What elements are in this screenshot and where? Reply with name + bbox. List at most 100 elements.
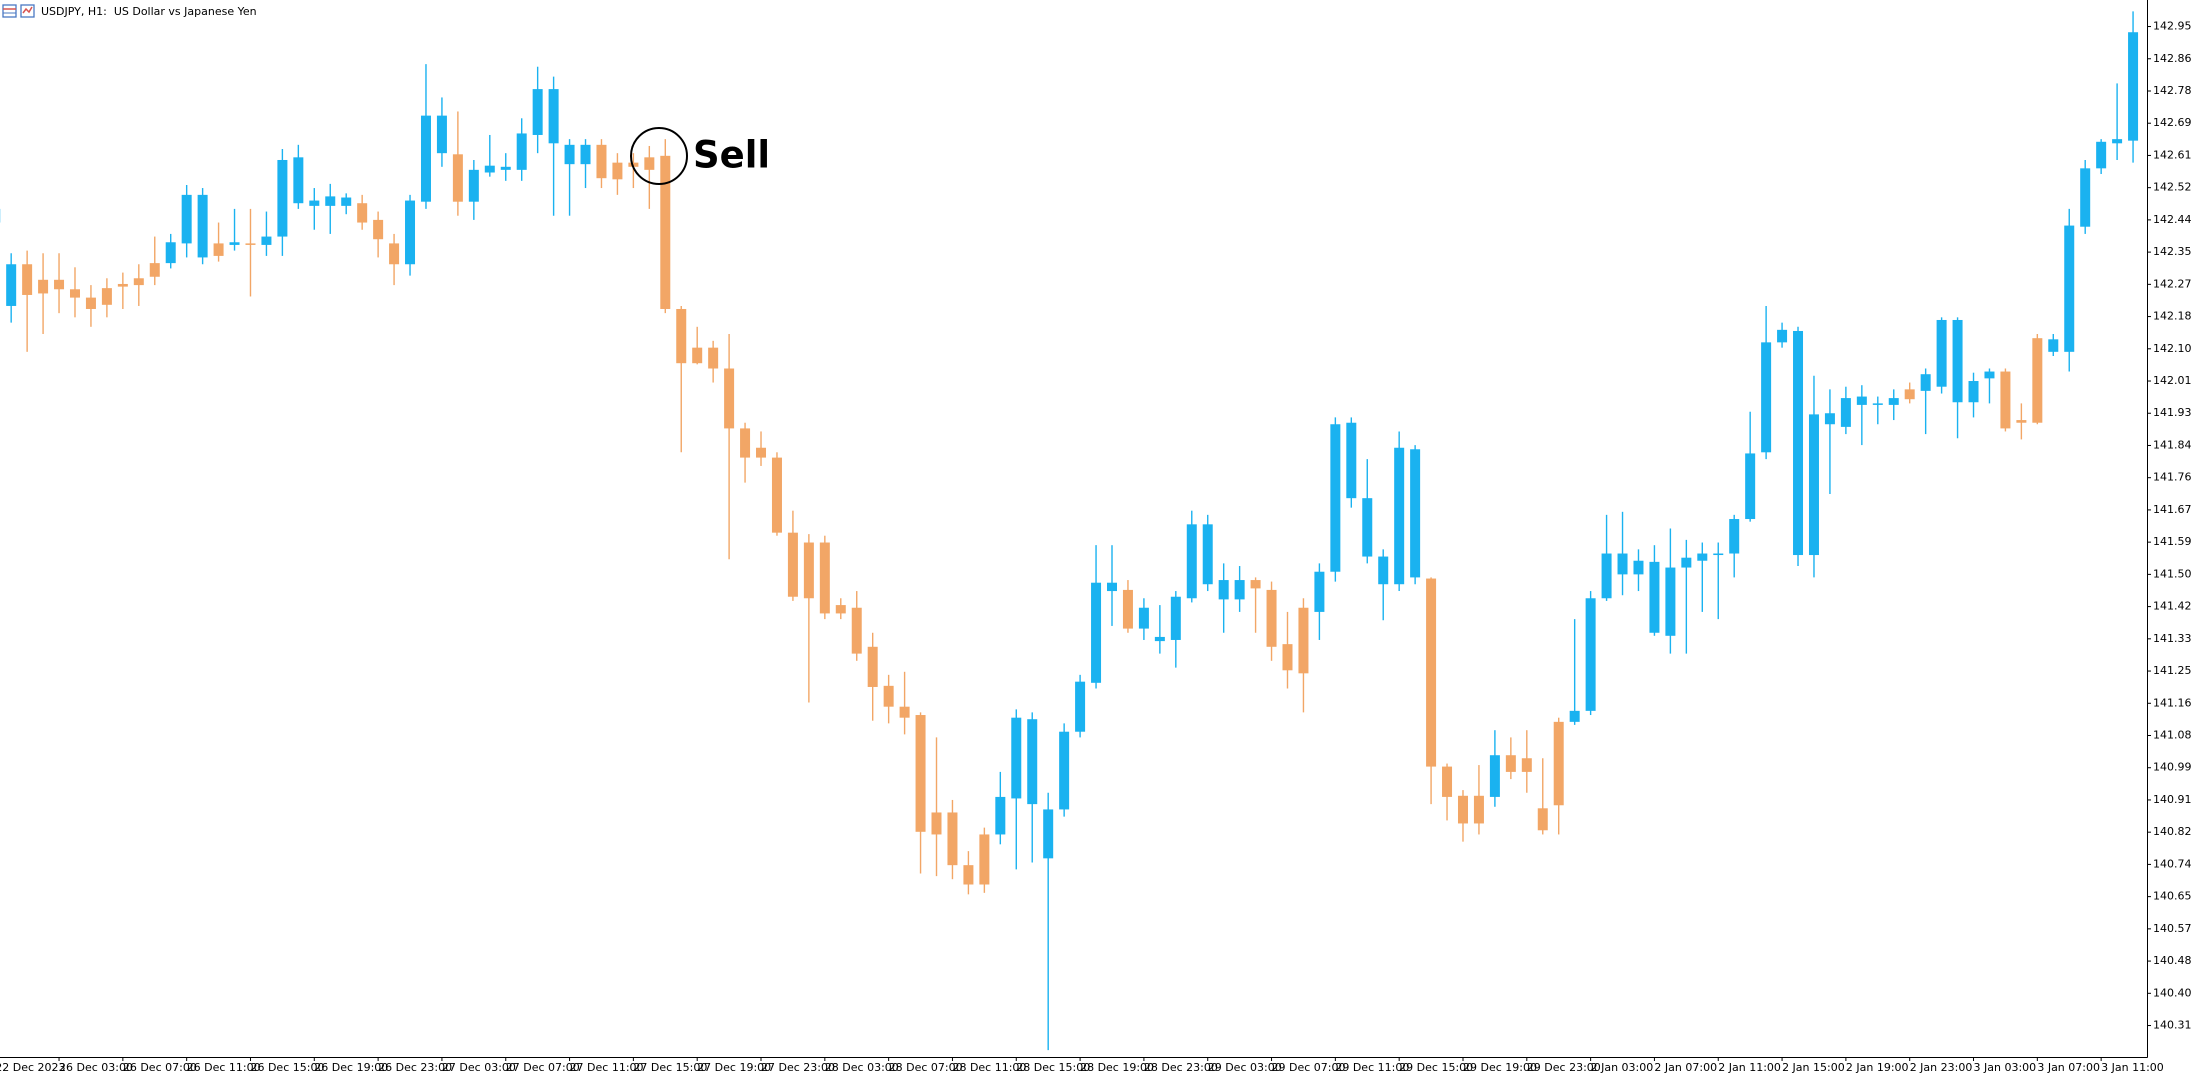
x-tick-label: 26 Dec 07:00 bbox=[123, 1061, 197, 1074]
candle-body bbox=[484, 165, 495, 173]
candle-body bbox=[1330, 424, 1341, 572]
candle-body bbox=[1314, 571, 1325, 612]
candle-body bbox=[1968, 381, 1979, 403]
y-tick-label: 142.865 bbox=[2153, 52, 2191, 65]
candle-body bbox=[1617, 553, 1628, 575]
candle-body bbox=[1457, 795, 1468, 824]
candle-body bbox=[1075, 681, 1086, 732]
candle-body bbox=[1936, 319, 1947, 387]
x-tick-label: 2 Jan 03:00 bbox=[1591, 1061, 1654, 1074]
candle-body bbox=[1122, 589, 1133, 629]
candle-body bbox=[1904, 389, 1915, 400]
candle-body bbox=[309, 200, 320, 206]
candle-body bbox=[1186, 524, 1197, 599]
candle-body bbox=[1856, 396, 1867, 405]
candle-body bbox=[117, 283, 128, 287]
candle-body bbox=[1761, 342, 1772, 453]
candle-body bbox=[468, 169, 479, 202]
y-tick-label: 140.910 bbox=[2153, 793, 2191, 806]
candle-body bbox=[389, 243, 400, 265]
plot-area bbox=[0, 11, 2139, 1051]
candle-body bbox=[1553, 721, 1564, 806]
candle-body bbox=[1585, 598, 1596, 711]
y-tick-label: 141.420 bbox=[2153, 600, 2191, 613]
x-tick-label: 29 Dec 11:00 bbox=[1335, 1061, 1409, 1074]
candle-body bbox=[1697, 553, 1708, 561]
candle-body bbox=[1808, 414, 1819, 556]
x-tick-label: 27 Dec 15:00 bbox=[633, 1061, 707, 1074]
candle-body bbox=[133, 278, 144, 286]
x-tick-label: 28 Dec 11:00 bbox=[952, 1061, 1026, 1074]
candle-body bbox=[2096, 141, 2107, 169]
candle-body bbox=[325, 196, 336, 206]
candle-body bbox=[2080, 168, 2091, 227]
candle-body bbox=[979, 834, 990, 885]
candle-body bbox=[931, 812, 942, 835]
sell-annotation: Sell bbox=[693, 134, 770, 177]
candle-body bbox=[1346, 422, 1357, 499]
y-tick-label: 140.740 bbox=[2153, 857, 2191, 870]
candle-body bbox=[1170, 596, 1181, 640]
candle-body bbox=[1282, 644, 1293, 671]
candle-body bbox=[1872, 403, 1883, 405]
x-tick-label: 26 Dec 11:00 bbox=[187, 1061, 261, 1074]
candle-body bbox=[612, 162, 623, 180]
candle-body bbox=[1984, 371, 1995, 379]
y-tick-label: 141.590 bbox=[2153, 535, 2191, 548]
candle-body bbox=[436, 115, 447, 154]
candle-body bbox=[341, 197, 352, 206]
candle-body bbox=[1633, 560, 1644, 575]
candle-body bbox=[1793, 330, 1804, 556]
x-tick-label: 3 Jan 03:00 bbox=[1974, 1061, 2037, 1074]
candle-body bbox=[1234, 580, 1245, 600]
candle-body bbox=[2016, 420, 2027, 423]
candle-body bbox=[1729, 519, 1740, 554]
x-tick-label: 2 Jan 23:00 bbox=[1910, 1061, 1973, 1074]
candle-body bbox=[2112, 139, 2123, 144]
y-tick-label: 141.845 bbox=[2153, 438, 2191, 451]
candle-body bbox=[963, 865, 974, 885]
candle-body bbox=[1681, 557, 1692, 568]
candle-body bbox=[420, 115, 431, 202]
candle-body bbox=[883, 685, 894, 707]
candle-body bbox=[1378, 556, 1389, 585]
candle-body bbox=[740, 428, 751, 458]
x-tick-label: 28 Dec 03:00 bbox=[825, 1061, 899, 1074]
y-tick-label: 142.950 bbox=[2153, 20, 2191, 33]
candle-body bbox=[787, 532, 798, 597]
y-tick-label: 142.270 bbox=[2153, 277, 2191, 290]
y-tick-label: 140.315 bbox=[2153, 1019, 2191, 1032]
candle-body bbox=[1745, 453, 1756, 520]
x-tick-label: 29 Dec 03:00 bbox=[1208, 1061, 1282, 1074]
candle-body bbox=[1043, 809, 1054, 859]
y-tick-label: 142.780 bbox=[2153, 84, 2191, 97]
candle-body bbox=[1202, 524, 1213, 585]
candle-body bbox=[2128, 32, 2139, 141]
x-tick-label: 3 Jan 11:00 bbox=[2101, 1061, 2164, 1074]
candle-body bbox=[1537, 808, 1548, 831]
window-icons bbox=[2, 4, 35, 18]
x-tick-label: 26 Dec 23:00 bbox=[378, 1061, 452, 1074]
candle-body bbox=[1059, 731, 1070, 810]
y-tick-label: 141.250 bbox=[2153, 664, 2191, 677]
candle-body bbox=[947, 812, 958, 866]
candle-body bbox=[2032, 338, 2043, 423]
candle-body bbox=[452, 154, 463, 202]
x-tick-label: 29 Dec 19:00 bbox=[1463, 1061, 1537, 1074]
candle-body bbox=[500, 166, 511, 170]
candle-body bbox=[644, 157, 655, 170]
x-tick-label: 26 Dec 19:00 bbox=[314, 1061, 388, 1074]
candle-body bbox=[532, 89, 543, 135]
y-tick-label: 140.995 bbox=[2153, 761, 2191, 774]
candle-body bbox=[1362, 498, 1373, 557]
candle-body bbox=[373, 219, 384, 240]
candle-body bbox=[69, 289, 80, 298]
candle-body bbox=[1410, 449, 1421, 578]
candle-body bbox=[229, 242, 240, 245]
y-tick-label: 142.525 bbox=[2153, 181, 2191, 194]
candle-body bbox=[1888, 398, 1899, 405]
candle-body bbox=[101, 288, 112, 305]
y-tick-label: 142.610 bbox=[2153, 148, 2191, 161]
candle-body bbox=[803, 542, 814, 599]
y-tick-label: 141.080 bbox=[2153, 729, 2191, 742]
